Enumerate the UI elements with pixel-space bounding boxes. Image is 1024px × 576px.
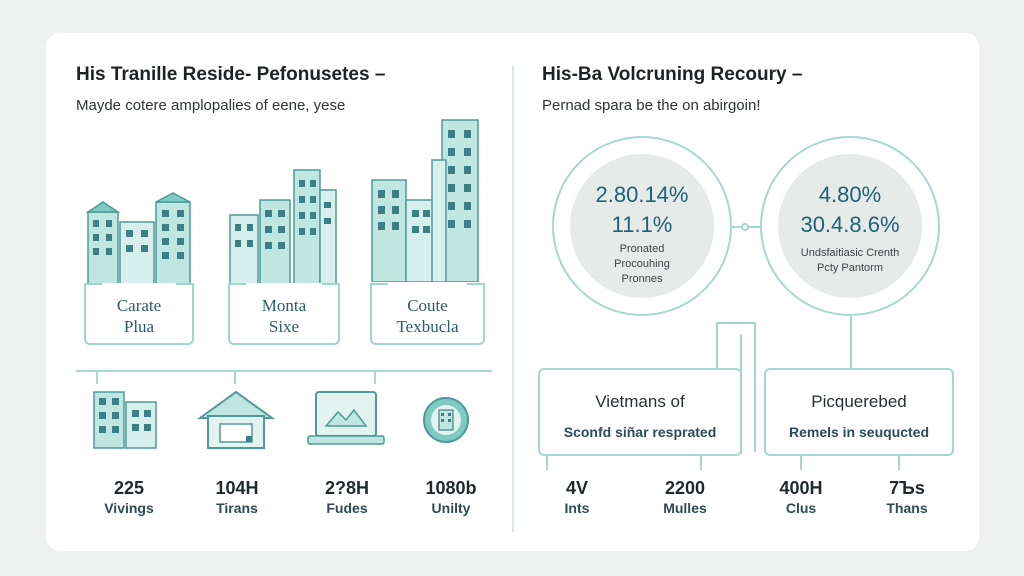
panel-2-line-2: Remels in seuqucted: [788, 424, 930, 440]
divider-tick: [96, 370, 98, 384]
category-1-line2: Plua: [123, 317, 155, 336]
left-stat-3-label: Fudes: [326, 500, 368, 516]
building-group-3-icon: [370, 110, 485, 282]
building-group-1-icon: [84, 190, 194, 285]
stat-circle-1-inner: [570, 154, 714, 298]
laptop-handshake-icon: [306, 390, 386, 453]
left-stat-1-label: Vivings: [104, 500, 154, 516]
left-stat-4-value: 1080b: [425, 478, 477, 498]
connector-line: [716, 322, 756, 324]
right-stat-4-label: Thans: [886, 500, 928, 516]
circle-1-pct-1: 2.80.14%: [595, 182, 689, 207]
info-panel-2: Picquerebed Remels in seuqucted: [764, 368, 954, 456]
circle-1-line-2: Procouhing: [614, 258, 670, 270]
category-box-2: Monta Sixe: [228, 283, 340, 345]
stat-circle-1: [552, 136, 732, 316]
divider-tick: [234, 370, 236, 384]
right-title: His-Ba Volcruning Recoury –: [542, 64, 803, 85]
category-3-line2: Texbucla: [396, 317, 459, 336]
globe-building-icon: [422, 396, 470, 449]
left-divider: [76, 370, 492, 372]
left-title: His Tranille Reside- Pefonusetes –: [76, 64, 386, 85]
left-stat-4-label: Unilty: [431, 500, 471, 516]
house-icon: [196, 388, 276, 455]
circle-2-pct-2: 30.4.8.6%: [800, 212, 900, 237]
connector-line: [754, 322, 756, 452]
right-stat-3-label: Clus: [785, 500, 817, 516]
left-stat-1-value: 225: [113, 478, 145, 498]
left-stat-3-value: 2?8H: [324, 478, 369, 498]
panel-tick: [800, 456, 802, 470]
apartment-building-icon: [92, 388, 160, 455]
circle-1-line-3: Pronnes: [621, 273, 663, 285]
connector-line: [716, 322, 718, 370]
stat-circle-2-inner: [778, 154, 922, 298]
panel-1-line-1: Vietmans of: [595, 392, 685, 411]
panel-2-line-1: Picquerebed: [811, 392, 907, 411]
category-3-line1: Coute: [407, 296, 448, 315]
info-panel-1: Vietmans of Sconfd siñar resprated: [538, 368, 742, 456]
divider-tick: [374, 370, 376, 384]
right-subtitle: Pernad spara be the on abirgoin!: [542, 97, 761, 114]
category-2-line2: Sixe: [268, 317, 300, 336]
category-1-line1: Carate: [116, 296, 162, 315]
category-box-1: Carate Plua: [84, 283, 194, 345]
circle-2-line-1: Undsfaitiasic Crenth: [800, 247, 900, 259]
panel-tick: [700, 456, 702, 470]
connector-dot: [741, 223, 749, 231]
stat-circle-2: [760, 136, 940, 316]
right-stat-2-label: Mulles: [663, 500, 707, 516]
left-subtitle: Mayde cotere amplopalies of eene, yese: [76, 97, 346, 114]
right-stat-1-label: Ints: [564, 500, 590, 516]
circle-1-pct-2: 11.1%: [611, 212, 673, 237]
category-box-3: Coute Texbucla: [370, 283, 485, 345]
circle-1-line-1: Pronated: [619, 243, 665, 255]
panel-1-line-2: Sconfd siñar resprated: [563, 424, 717, 440]
right-stat-4-value: 7Ъs: [889, 478, 925, 498]
panel-tick: [898, 456, 900, 470]
circle-2-pct-1: 4.80%: [818, 182, 882, 207]
panel-tick: [546, 456, 548, 470]
building-group-2-icon: [228, 160, 338, 285]
category-2-line1: Monta: [261, 296, 307, 315]
right-stat-1-value: 4V: [565, 478, 589, 498]
section-divider: [512, 66, 514, 532]
right-stat-3-value: 400H: [779, 478, 823, 498]
left-stat-2-value: 104H: [215, 478, 259, 498]
right-stat-2-value: 2200: [664, 478, 706, 498]
connector-line: [850, 316, 852, 370]
circle-2-line-2: Pcty Pantorm: [816, 262, 884, 274]
left-stat-2-label: Tirans: [216, 500, 258, 516]
